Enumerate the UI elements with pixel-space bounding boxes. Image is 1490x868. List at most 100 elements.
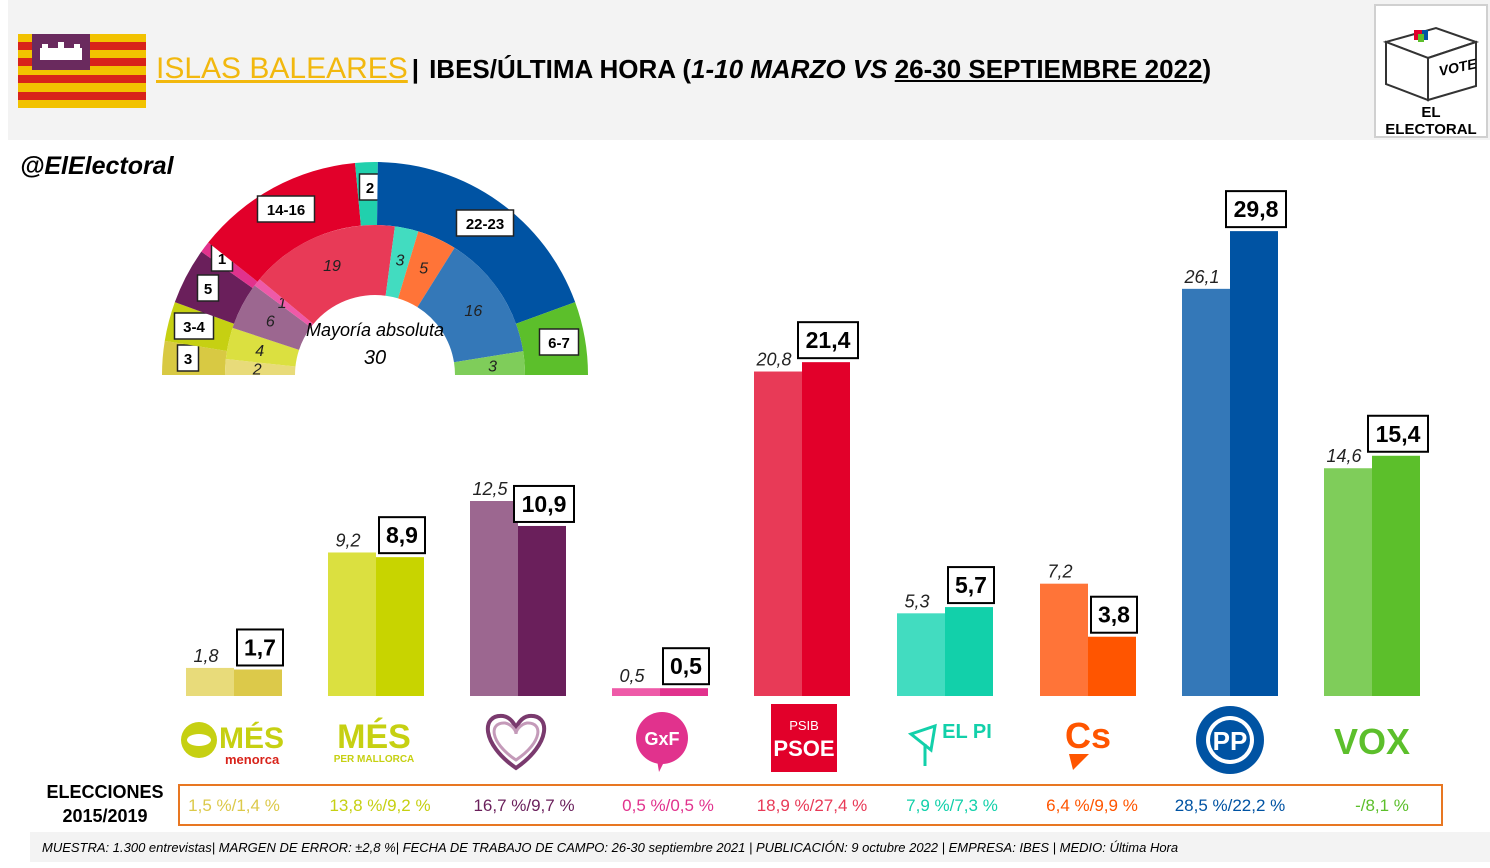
- logo-text: MÉS: [219, 721, 284, 755]
- logo-text: PP: [1213, 726, 1248, 756]
- data-label-previous: 0,5: [619, 666, 645, 686]
- data-label-current: 29,8: [1234, 196, 1279, 222]
- bar-current: [1372, 455, 1420, 696]
- bar-current: [1088, 636, 1136, 696]
- twitter-handle: @ElElectoral: [20, 152, 174, 180]
- pp-logo: PP: [1175, 704, 1285, 776]
- data-label-current: 5,7: [955, 572, 987, 598]
- data-label-box: [513, 484, 575, 523]
- data-label-box: [378, 516, 426, 555]
- seat-label-previous: 16: [464, 303, 482, 320]
- seat-label-projected: 1: [218, 251, 226, 268]
- seat-label-previous: 3: [395, 253, 404, 270]
- seat-label-previous: 4: [255, 343, 264, 360]
- seat-label-previous: 6: [266, 314, 275, 331]
- seat-label-previous: 5: [419, 261, 428, 278]
- elections-label-line2: 2015/2019: [62, 806, 148, 826]
- majority-value: 30: [364, 347, 386, 369]
- bar-current: [234, 669, 282, 696]
- data-label-current: 10,9: [522, 491, 567, 517]
- logo-text: EL PI: [942, 721, 992, 743]
- data-label-previous: 12,5: [472, 479, 508, 499]
- bar-current: [1230, 231, 1278, 696]
- data-label-current: 1,7: [244, 634, 276, 660]
- bar-previous: [612, 688, 660, 696]
- vox-logo: VOX: [1317, 704, 1427, 776]
- election-result: 7,9 %/7,3 %: [906, 796, 998, 815]
- logo-subtext: PSIB: [789, 718, 819, 733]
- bar-previous: [897, 613, 945, 696]
- seat-label-box: [538, 328, 580, 356]
- logo-text: VOX: [1334, 721, 1410, 762]
- bar-current: [376, 557, 424, 696]
- data-label-box: [1225, 190, 1287, 229]
- seat-label-box: [256, 195, 316, 223]
- bar-previous: [470, 501, 518, 696]
- seat-label-projected: 2: [366, 180, 374, 197]
- data-label-previous: 9,2: [335, 530, 360, 550]
- election-result: 16,7 %/9,7 %: [473, 796, 575, 815]
- data-label-box: [236, 628, 284, 667]
- bar-current: [518, 525, 566, 696]
- seat-arc-previous: [417, 247, 524, 363]
- seat-label-projected: 3: [184, 351, 192, 368]
- data-label-previous: 7,2: [1047, 562, 1072, 582]
- gxf-logo: GxF: [607, 704, 717, 776]
- seat-arc-previous: [398, 231, 455, 308]
- seat-label-projected: 14-16: [267, 202, 305, 219]
- bar-current: [802, 362, 850, 696]
- balearic-flag-icon: [18, 34, 146, 108]
- footer-note: MUESTRA: 1.300 entrevistas| MARGEN DE ER…: [30, 832, 1490, 862]
- majority-label: Mayoría absoluta: [306, 320, 444, 340]
- data-label-current: 15,4: [1376, 421, 1421, 447]
- title-close: ): [1202, 54, 1212, 84]
- logo-subtext: menorca: [225, 752, 280, 767]
- logo-text: Cs: [1065, 715, 1111, 756]
- seat-label-previous: 19: [323, 258, 341, 275]
- data-label-previous: 5,3: [904, 591, 929, 611]
- bar-previous: [1040, 583, 1088, 696]
- election-result: 6,4 %/9,9 %: [1046, 796, 1138, 815]
- logo-text: MÉS: [337, 718, 411, 756]
- seat-arc-previous: [385, 226, 419, 299]
- psoe-logo: PSIB PSOE: [749, 704, 859, 776]
- mes-mallorca-logo: MÉS PER MALLORCA: [319, 704, 429, 776]
- logo-text: GxF: [644, 729, 679, 749]
- data-label-previous: 26,1: [1183, 267, 1219, 287]
- data-label-box: [1090, 595, 1138, 634]
- seat-arc-previous: [453, 351, 525, 375]
- bar-chart: 1,8 1,7 9,2 8,9 12,5 10,9 0,5 0,5 20,8 21,4 5,3 5,7…: [186, 190, 1429, 696]
- election-result: 18,9 %/27,4 %: [756, 796, 868, 815]
- seat-label-box: [196, 274, 220, 302]
- vote-text: VOTE: [1437, 55, 1478, 79]
- data-label-box: [797, 321, 859, 360]
- elections-label: ELECCIONES 2015/2019: [40, 780, 170, 828]
- elections-label-line1: ELECCIONES: [46, 782, 164, 802]
- title-separator: |: [411, 54, 420, 84]
- seat-label-box: [455, 209, 515, 237]
- seat-arc-previous: [225, 327, 300, 367]
- mes-menorca-logo: MÉS menorca: [177, 704, 287, 776]
- data-label-previous: 1,8: [193, 646, 218, 666]
- seat-arc-previous: [225, 359, 296, 375]
- logo-text: EL ELECTORAL: [1385, 104, 1477, 138]
- podemos-heart-logo: [461, 704, 571, 776]
- bar-previous: [328, 552, 376, 696]
- data-label-current: 3,8: [1098, 602, 1130, 628]
- bar-current: [660, 688, 708, 696]
- data-label-box: [662, 647, 710, 686]
- pollster-name: IBES/ÚLTIMA HORA (: [429, 54, 691, 84]
- bar-previous: [1182, 288, 1230, 696]
- data-label-box: [1367, 414, 1429, 453]
- data-label-current: 21,4: [806, 327, 851, 353]
- data-label-box: [947, 566, 995, 605]
- seat-label-box: [176, 344, 200, 372]
- seat-label-projected: 6-7: [548, 335, 570, 352]
- elections-results-box: [178, 784, 1443, 826]
- page-title: ISLAS BALEARES | IBES/ÚLTIMA HORA (1-10 MA…: [156, 52, 1211, 86]
- cs-logo: Cs: [1033, 704, 1143, 776]
- bar-current: [945, 607, 993, 696]
- header-band: [8, 0, 1490, 140]
- bar-previous: [754, 371, 802, 696]
